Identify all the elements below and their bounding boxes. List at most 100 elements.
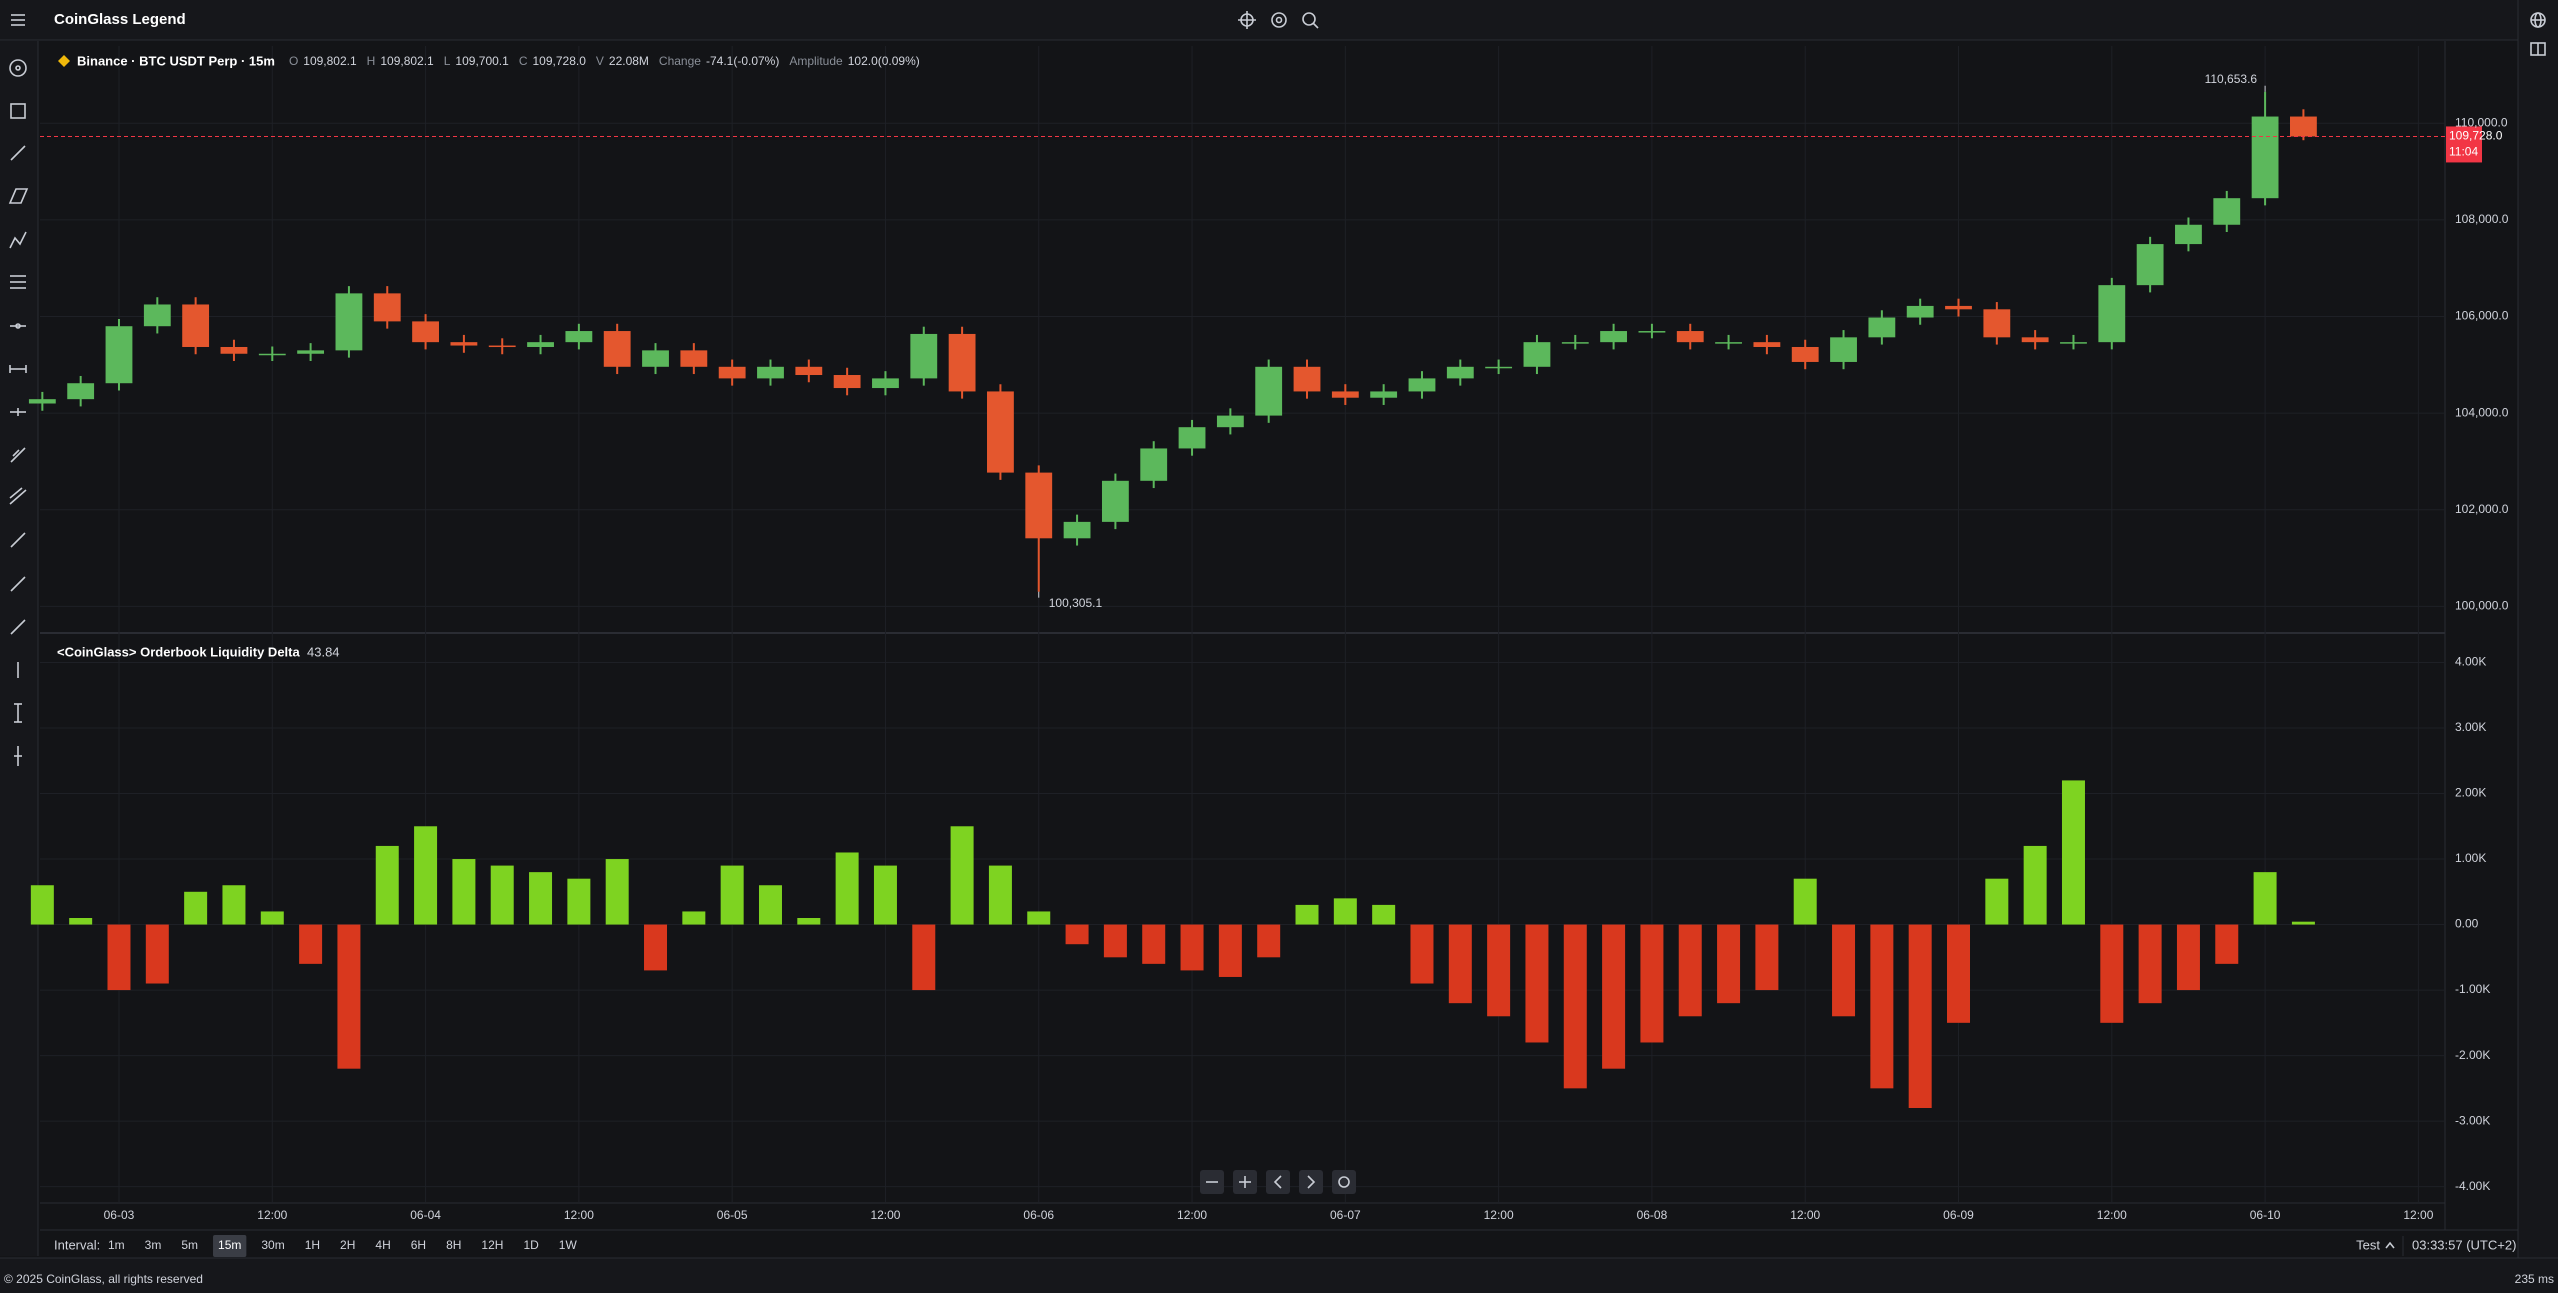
delta-bar: [912, 924, 936, 991]
candle-body: [1791, 346, 1819, 362]
interval-option[interactable]: 6H: [411, 1238, 426, 1252]
interval-option[interactable]: 1H: [305, 1238, 320, 1252]
candle-body: [2136, 244, 2164, 286]
interval-option[interactable]: 5m: [181, 1238, 198, 1252]
countdown-label: 11:04: [2449, 145, 2478, 159]
candle-body: [2098, 285, 2126, 343]
candle-body: [1446, 366, 1474, 379]
candle-body: [1025, 472, 1053, 539]
x-tick-label: 12:00: [2403, 1208, 2433, 1222]
x-tick-label: 12:00: [1177, 1208, 1207, 1222]
scroll-right-button[interactable]: [1299, 1170, 1323, 1194]
interval-option[interactable]: 1W: [559, 1238, 578, 1252]
delta-bar: [414, 826, 438, 925]
candle-body: [2251, 116, 2279, 199]
x-tick-label: 06-10: [2250, 1208, 2281, 1222]
delta-bar: [1602, 924, 1626, 1069]
interval-option[interactable]: 1D: [523, 1238, 539, 1252]
indicator-value: 43.84: [307, 644, 340, 659]
settings-icon[interactable]: [1271, 12, 1287, 28]
symbol: Binance · BTC USDT Perp · 15m: [77, 53, 275, 68]
delta-bar: [2023, 845, 2047, 925]
last-price-tag: [2446, 126, 2482, 163]
delta-bar: [605, 859, 629, 925]
interval-option[interactable]: 3m: [145, 1238, 162, 1252]
interval-option[interactable]: 1m: [108, 1238, 125, 1252]
interval-option[interactable]: 12H: [481, 1238, 503, 1252]
top-bar: [0, 0, 2518, 40]
delta-bar: [2138, 924, 2162, 1004]
interval-button[interactable]: [213, 1235, 247, 1257]
candle-body: [2290, 116, 2317, 137]
delta-bar: [299, 924, 323, 964]
delta-bar: [2291, 921, 2315, 925]
interval-option[interactable]: 15m: [218, 1238, 241, 1252]
delta-bar: [1027, 911, 1051, 925]
candle-body: [1600, 331, 1628, 343]
legend-key: H: [367, 54, 376, 68]
scroll-left-button[interactable]: [1266, 1170, 1290, 1194]
legend-value: 22.08M: [609, 54, 649, 68]
candle-body: [1945, 305, 1972, 310]
candle-body: [565, 331, 593, 343]
candle-body: [1255, 366, 1283, 416]
x-tick-label: 06-04: [410, 1208, 441, 1222]
delta-bar: [107, 924, 131, 991]
x-tick-label: 12:00: [1484, 1208, 1514, 1222]
profile[interactable]: Test: [2356, 1237, 2380, 1252]
x-tick-label: 12:00: [564, 1208, 594, 1222]
legend-value: 109,728.0: [532, 54, 586, 68]
candle-body: [297, 350, 325, 354]
drawing-tools[interactable]: [8, 59, 29, 766]
candle-body: [2060, 342, 2087, 344]
app-title: CoinGlass Legend: [54, 11, 186, 28]
last-price-label: 109,728.0: [2449, 129, 2503, 143]
delta-bar: [2253, 872, 2277, 925]
delta-bar: [30, 885, 54, 925]
legend-value: -74.1(-0.07%): [706, 54, 779, 68]
indicator-title: <CoinGlass> Orderbook Liquidity Delta: [57, 644, 300, 659]
legend-value: 109,802.1: [380, 54, 434, 68]
delta-bar: [950, 826, 974, 925]
search-icon[interactable]: [1302, 12, 1319, 29]
x-tick-label: 06-06: [1023, 1208, 1054, 1222]
x-tick-label: 12:00: [870, 1208, 900, 1222]
interval-option[interactable]: 8H: [446, 1238, 461, 1252]
candle-body: [1370, 391, 1398, 398]
interval-label: Interval:: [54, 1237, 100, 1252]
y-tick-label: 0.00: [2455, 917, 2479, 931]
y-tick-label: 102,000.0: [2455, 502, 2509, 516]
y-tick-label: 108,000.0: [2455, 212, 2509, 226]
right-sidebar: [2518, 0, 2558, 1270]
candle-body: [1715, 342, 1742, 344]
y-tick-label: -2.00K: [2455, 1048, 2490, 1062]
copyright: © 2025 CoinGlass, all rights reserved: [4, 1272, 203, 1286]
candle-body: [1293, 366, 1321, 392]
delta-bar: [184, 891, 208, 925]
x-tick-label: 12:00: [1790, 1208, 1820, 1222]
reset-button[interactable]: [1332, 1170, 1356, 1194]
delta-bar: [1218, 924, 1242, 977]
y-tick-label: 100,000.0: [2455, 599, 2509, 613]
candle-body: [258, 353, 286, 356]
legend-value: 109,700.1: [455, 54, 509, 68]
candle-body: [28, 399, 56, 404]
book-icon[interactable]: [2530, 42, 2546, 56]
menu-icon[interactable]: [11, 14, 25, 26]
candle-body: [220, 346, 248, 354]
profile-caret[interactable]: [2385, 1241, 2395, 1249]
interval-option[interactable]: 30m: [261, 1238, 284, 1252]
interval-option[interactable]: 4H: [375, 1238, 390, 1252]
zoom-out-button[interactable]: [1200, 1170, 1224, 1194]
delta-bar: [1832, 924, 1856, 1017]
interval-option[interactable]: 2H: [340, 1238, 355, 1252]
x-tick-label: 06-07: [1330, 1208, 1361, 1222]
candle-body: [1906, 305, 1934, 318]
candle-body: [1753, 342, 1781, 347]
zoom-in-button[interactable]: [1233, 1170, 1257, 1194]
candle-body: [1638, 331, 1666, 333]
crosshair-icon[interactable]: [1238, 11, 1256, 29]
legend-key: V: [596, 54, 604, 68]
globe-icon[interactable]: [2530, 12, 2546, 28]
